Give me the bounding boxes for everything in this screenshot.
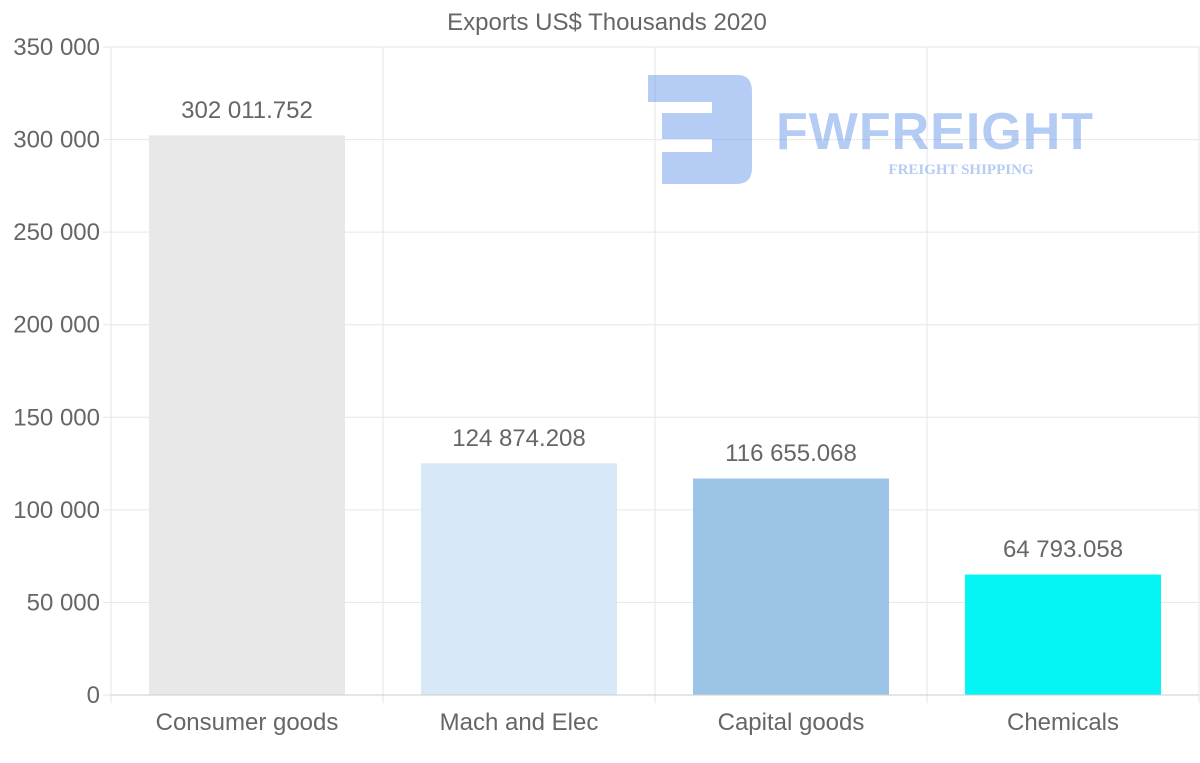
- x-tick-label: Consumer goods: [156, 709, 339, 736]
- watermark: FWFREIGHT FREIGHT SHIPPING: [648, 75, 1094, 184]
- x-axis-labels: Consumer goods Mach and Elec Capital goods…: [156, 709, 1119, 736]
- watermark-tagline: FREIGHT SHIPPING: [888, 162, 1033, 178]
- y-tick-label: 300 000: [13, 127, 100, 154]
- bar: [421, 463, 617, 696]
- y-tick-label: 0: [87, 682, 100, 709]
- y-tick-label: 50 000: [27, 589, 100, 616]
- y-tick-label: 250 000: [13, 219, 100, 246]
- watermark-name: FWFREIGHT: [776, 103, 1094, 161]
- bar: [149, 135, 345, 696]
- bar: [693, 478, 889, 696]
- y-tick-label: 100 000: [13, 497, 100, 524]
- fwfreight-logo-icon: [648, 75, 752, 184]
- x-tick-label: Mach and Elec: [440, 709, 599, 736]
- bars: [149, 135, 1161, 696]
- y-axis-ticks: 0 50 000 100 000 150 000 200 000 250 000 300 0…: [13, 34, 100, 709]
- x-tick-label: Chemicals: [1007, 709, 1119, 736]
- data-labels: 302 011.752 124 874.208 116 655.068 64 793.…: [181, 97, 1123, 563]
- bar-value-label: 116 655.068: [725, 440, 857, 467]
- x-tick-label: Capital goods: [718, 709, 865, 736]
- bar: [965, 574, 1161, 696]
- y-tick-label: 350 000: [13, 34, 100, 61]
- bar-value-label: 124 874.208: [452, 425, 585, 452]
- chart-title: Exports US$ Thousands 2020: [447, 9, 767, 36]
- y-tick-label: 150 000: [13, 404, 100, 431]
- bar-value-label: 302 011.752: [181, 97, 313, 124]
- y-tick-label: 200 000: [13, 312, 100, 339]
- bar-value-label: 64 793.058: [1003, 536, 1123, 563]
